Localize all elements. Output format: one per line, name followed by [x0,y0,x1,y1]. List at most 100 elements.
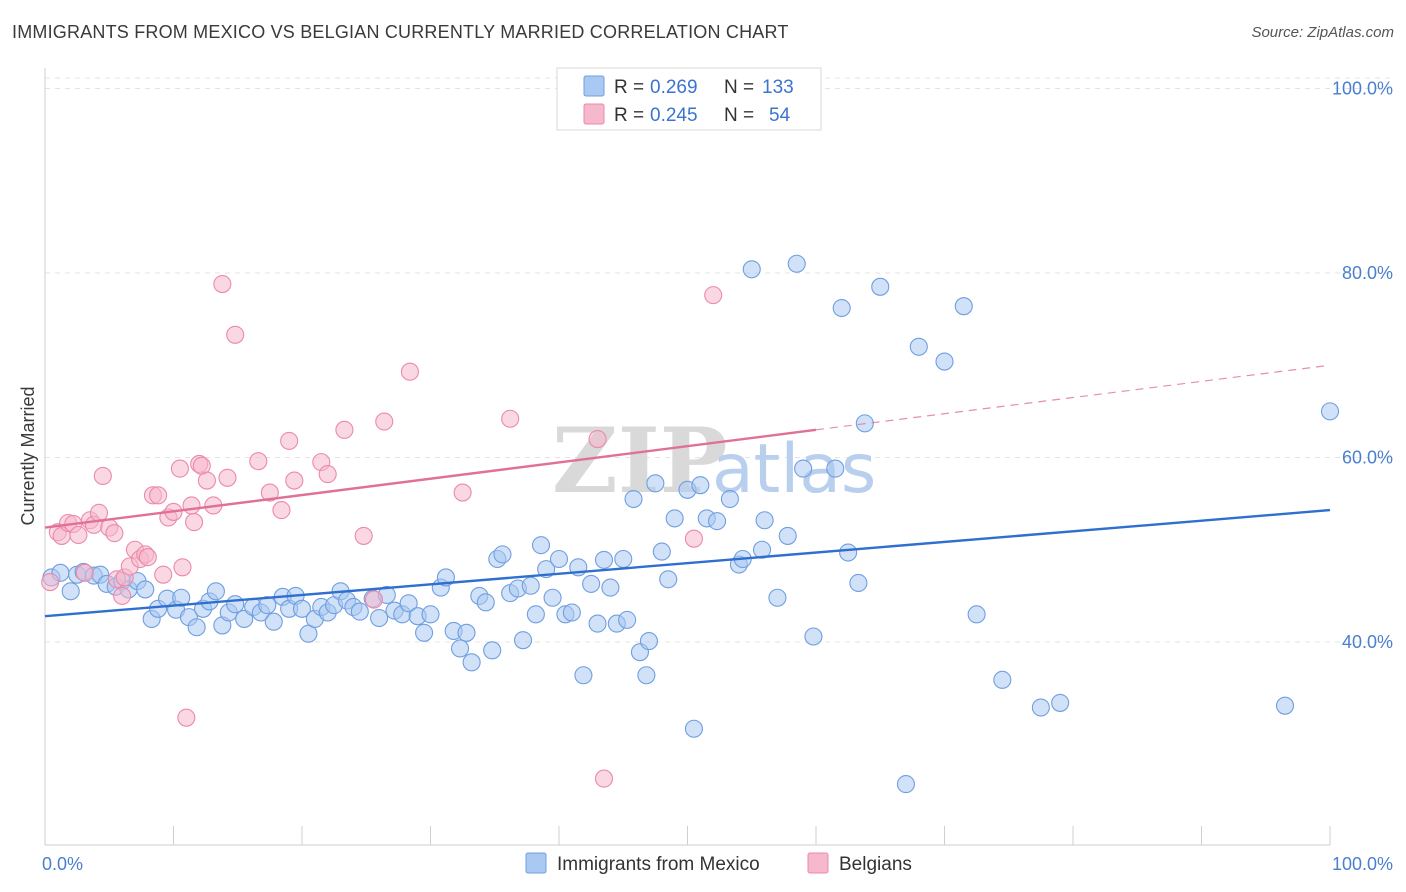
point-mexico [787,254,806,273]
point-mexico [258,596,277,615]
trend-line-belgians-extension [815,364,1331,431]
point-mexico [849,573,868,593]
trend-lines [44,364,1331,618]
point-belgians [185,513,204,532]
legend-n-label: N = [724,105,754,126]
legend-r-value: 0.245 [650,105,698,126]
point-belgians [154,565,173,584]
point-mexico [594,550,614,569]
point-mexico [350,602,369,621]
point-mexico [399,594,418,613]
point-mexico [954,297,973,316]
point-mexico [659,570,678,589]
point-mexico [526,605,545,624]
y-axis-label: Currently Married [18,386,38,525]
point-belgians [89,503,109,522]
legend-r-label: R = [614,77,644,98]
point-belgians [400,362,419,381]
point-mexico [483,641,502,660]
point-belgians [113,586,132,605]
point-belgians [213,274,232,294]
point-belgians [453,483,472,502]
legend-bottom: Immigrants from Mexico Belgians [525,852,912,875]
point-belgians [69,525,88,545]
legend-bottom-label-mexico: Immigrants from Mexico [557,854,760,875]
legend-bottom-swatch-belgians [807,852,829,874]
point-belgians [704,286,723,305]
point-mexico [652,542,671,561]
point-mexico [1275,696,1295,715]
point-mexico [543,588,562,607]
point-mexico [601,578,620,597]
point-mexico [1320,402,1340,421]
legend-n-label: N = [724,77,754,98]
axes [44,68,1331,846]
x-tick-label: 100.0% [1332,854,1393,874]
point-mexico [531,536,551,555]
legend-swatch-mexico [583,75,605,97]
y-tick-label: 60.0% [1342,448,1393,468]
point-mexico [794,459,813,478]
point-belgians [149,486,168,505]
point-belgians [354,526,373,545]
point-belgians [318,465,337,484]
point-mexico [521,576,540,595]
point-mexico [637,666,656,685]
point-mexico [804,627,823,646]
point-belgians [501,409,520,428]
point-mexico [742,260,761,279]
point-mexico [967,605,986,624]
point-belgians [285,471,304,490]
point-mexico [708,512,727,531]
point-mexico [370,608,389,628]
point-belgians [364,590,384,609]
point-mexico [264,612,283,631]
point-mexico [909,337,928,356]
point-mexico [588,614,607,633]
point-mexico [684,719,703,738]
point-belgians [272,501,291,520]
point-mexico [562,603,581,622]
point-mexico [935,352,954,371]
point-mexico [614,549,633,569]
legend-top: R = 0.269 N = 133 R = 0.245 N = 54 [556,67,822,131]
point-mexico [187,618,206,637]
point-mexico [421,605,440,624]
point-mexico [493,545,512,564]
point-belgians [170,459,189,478]
chart-title: IMMIGRANTS FROM MEXICO VS BELGIAN CURREN… [12,22,789,42]
point-belgians [182,496,201,515]
point-belgians [375,412,394,431]
legend-bottom-swatch-mexico [525,852,547,874]
point-belgians [280,431,299,450]
point-mexico [778,526,797,545]
point-belgians [335,420,354,439]
point-mexico [665,509,684,528]
point-belgians [41,573,60,592]
point-mexico [582,574,601,593]
point-belgians [218,468,237,487]
point-belgians [588,429,607,449]
point-belgians [260,483,279,502]
point-mexico [226,595,245,614]
point-mexico [639,632,659,651]
legend-r-label: R = [614,105,644,126]
point-belgians [197,471,216,490]
legend-swatch-belgians [583,103,605,125]
trend-line-belgians [44,428,817,529]
point-mexico [624,489,643,509]
point-mexico [136,580,155,599]
point-mexico [415,623,434,642]
data-points [41,254,1340,794]
point-belgians [226,325,245,344]
point-mexico [839,543,858,562]
point-belgians [684,529,703,548]
trend-line-mexico [44,508,1331,618]
point-belgians [177,708,196,727]
point-mexico [1051,693,1070,712]
point-mexico [292,599,312,618]
point-mexico [476,593,495,612]
point-belgians [93,466,112,486]
point-mexico [826,459,845,478]
